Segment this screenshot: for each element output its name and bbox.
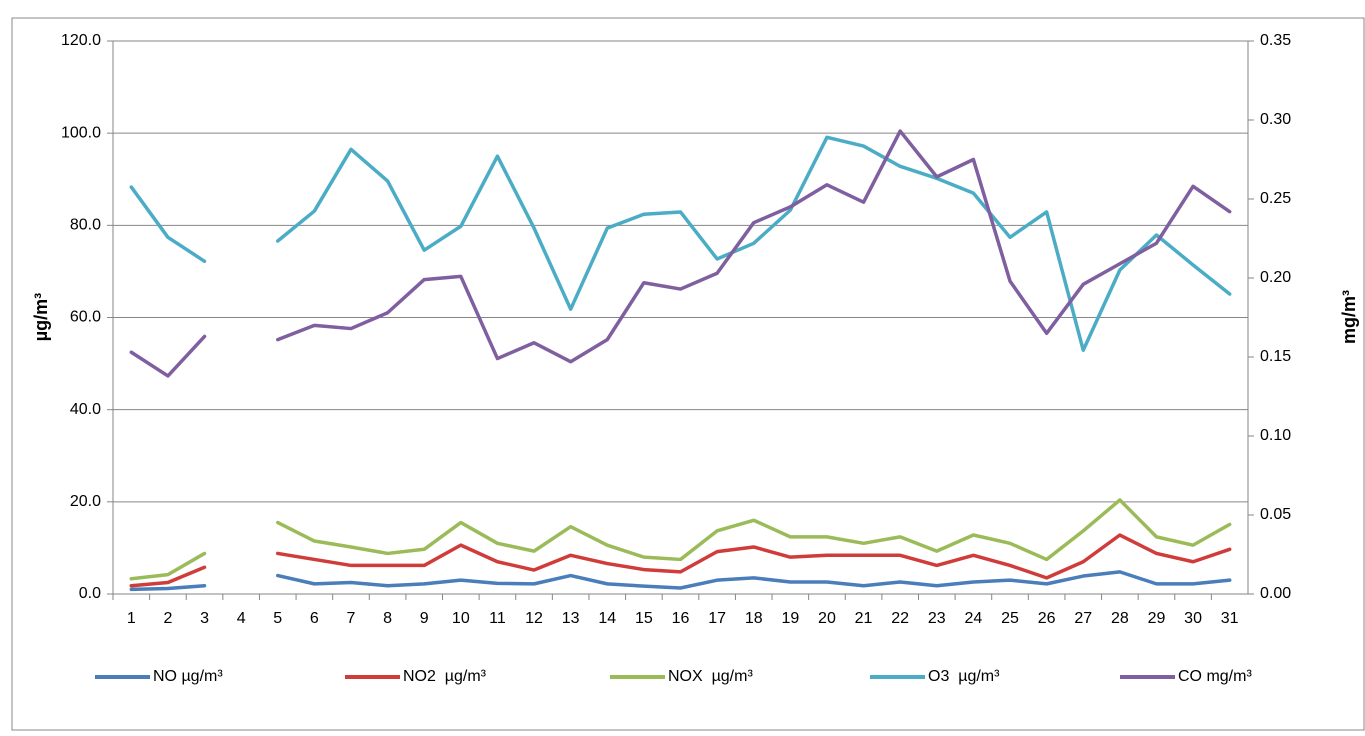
legend-label: NO2 µg/m³ — [403, 668, 487, 685]
y2-tick-label: 0.15 — [1260, 348, 1291, 365]
x-tick-label: 4 — [237, 610, 246, 627]
y2-tick-label: 0.35 — [1260, 32, 1291, 49]
x-tick-label: 16 — [672, 610, 690, 627]
x-tick-label: 11 — [489, 610, 506, 627]
legend-label: NOX µg/m³ — [668, 668, 753, 685]
y2-axis-title: mg/m³ — [1339, 290, 1359, 344]
x-tick-label: 8 — [383, 610, 392, 627]
y-tick-label: 40.0 — [70, 401, 101, 418]
x-tick-label: 5 — [273, 610, 282, 627]
y2-tick-label: 0.10 — [1260, 427, 1291, 444]
x-tick-label: 3 — [200, 610, 209, 627]
y-tick-label: 80.0 — [70, 217, 101, 234]
y-tick-label: 100.0 — [61, 124, 101, 141]
series-line — [129, 129, 1232, 378]
x-tick-label: 1 — [127, 610, 136, 627]
x-tick-label: 6 — [310, 610, 319, 627]
y-tick-label: 60.0 — [70, 309, 101, 326]
x-tick-label: 26 — [1038, 610, 1056, 627]
x-tick-label: 14 — [598, 610, 616, 627]
x-tick-label: 27 — [1074, 610, 1092, 627]
x-tick-label: 10 — [452, 610, 470, 627]
series-line — [129, 135, 1232, 352]
legend-label: O3 µg/m³ — [928, 668, 1000, 685]
x-tick-label: 13 — [562, 610, 580, 627]
y-tick-label: 0.0 — [79, 585, 101, 602]
x-tick-label: 22 — [891, 610, 909, 627]
x-tick-label: 23 — [928, 610, 946, 627]
x-tick-label: 28 — [1111, 610, 1129, 627]
x-tick-label: 21 — [855, 610, 873, 627]
y2-tick-label: 0.30 — [1260, 111, 1291, 128]
chart-border — [11, 17, 1365, 731]
x-tick-label: 30 — [1184, 610, 1202, 627]
y2-tick-label: 0.20 — [1260, 269, 1291, 286]
series-line — [129, 570, 1232, 592]
x-tick-label: 25 — [1001, 610, 1019, 627]
y-axis-title: µg/m³ — [31, 293, 51, 341]
x-tick-label: 20 — [818, 610, 836, 627]
x-tick-label: 7 — [347, 610, 356, 627]
series-line — [129, 498, 1232, 581]
y2-tick-label: 0.00 — [1260, 585, 1291, 602]
legend-label: NO µg/m³ — [153, 668, 223, 685]
y-tick-label: 20.0 — [70, 493, 101, 510]
x-tick-label: 9 — [420, 610, 429, 627]
x-tick-label: 24 — [965, 610, 983, 627]
x-tick-label: 31 — [1221, 610, 1239, 627]
x-tick-label: 2 — [163, 610, 172, 627]
y2-tick-label: 0.25 — [1260, 190, 1291, 207]
x-tick-label: 18 — [745, 610, 763, 627]
x-tick-label: 19 — [781, 610, 799, 627]
x-tick-label: 17 — [708, 610, 726, 627]
y-tick-label: 120.0 — [61, 32, 101, 49]
x-tick-label: 29 — [1148, 610, 1166, 627]
legend-label: CO mg/m³ — [1178, 668, 1252, 685]
series-line — [129, 533, 1232, 588]
x-tick-label: 12 — [525, 610, 543, 627]
x-tick-label: 15 — [635, 610, 653, 627]
y2-tick-label: 0.05 — [1260, 506, 1291, 523]
